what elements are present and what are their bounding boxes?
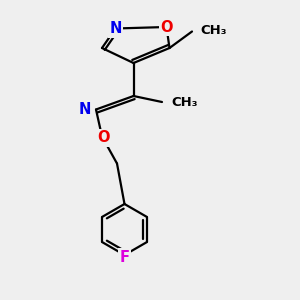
Text: F: F <box>119 250 130 265</box>
Text: N: N <box>109 21 122 36</box>
Text: CH₃: CH₃ <box>172 95 198 109</box>
Text: O: O <box>160 20 173 34</box>
Text: O: O <box>97 130 110 146</box>
Text: N: N <box>79 102 92 117</box>
Text: CH₃: CH₃ <box>200 23 227 37</box>
